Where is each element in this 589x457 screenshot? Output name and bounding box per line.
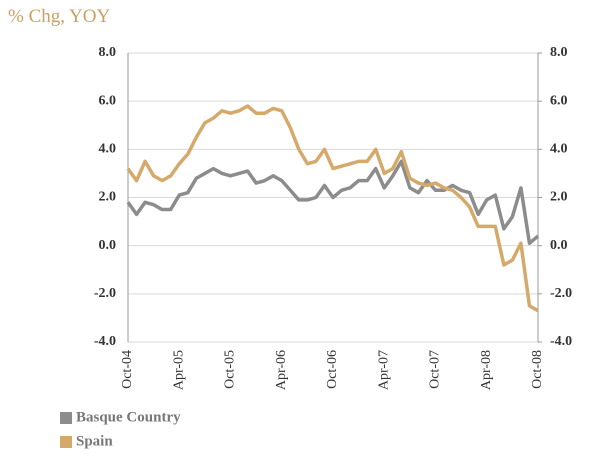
y-tick-label: 8.0 — [99, 45, 117, 60]
x-tick-label: Apr-07 — [376, 350, 391, 390]
y-tick-label: 4.0 — [99, 142, 117, 157]
x-tick-label: Oct-06 — [325, 350, 340, 389]
line — [126, 159, 540, 246]
y-tick-label: 2.0 — [99, 190, 117, 205]
x-tick-label: Oct-04 — [120, 350, 135, 389]
chart-title: % Chg, YOY — [8, 6, 110, 27]
y-tick-label: 6.0 — [99, 93, 117, 108]
y2-tick-label: -2.0 — [550, 286, 572, 301]
y2-tick-label: 8.0 — [550, 45, 568, 60]
y2-tick-label: 2.0 — [550, 190, 568, 205]
y-tick-label: -2.0 — [94, 286, 116, 301]
x-tick-label: Oct-07 — [428, 350, 443, 389]
legend-label: Basque Country — [76, 409, 181, 425]
legend-label: Spain — [76, 433, 113, 449]
y2-tick-label: -4.0 — [550, 334, 572, 349]
legend-swatch — [60, 436, 72, 448]
x-tick-label: Oct-08 — [530, 350, 545, 389]
y-tick-label: -4.0 — [94, 334, 116, 349]
y2-tick-label: 0.0 — [550, 238, 568, 253]
x-tick-label: Apr-05 — [171, 350, 186, 390]
y-tick-label: 0.0 — [99, 238, 117, 253]
y2-tick-label: 6.0 — [550, 93, 568, 108]
legend-swatch — [60, 412, 72, 424]
x-tick-label: Oct-05 — [223, 350, 238, 389]
line — [126, 104, 539, 313]
y2-tick-label: 4.0 — [550, 142, 568, 157]
x-tick-label: Apr-06 — [274, 350, 289, 390]
x-tick-label: Apr-08 — [479, 350, 494, 390]
